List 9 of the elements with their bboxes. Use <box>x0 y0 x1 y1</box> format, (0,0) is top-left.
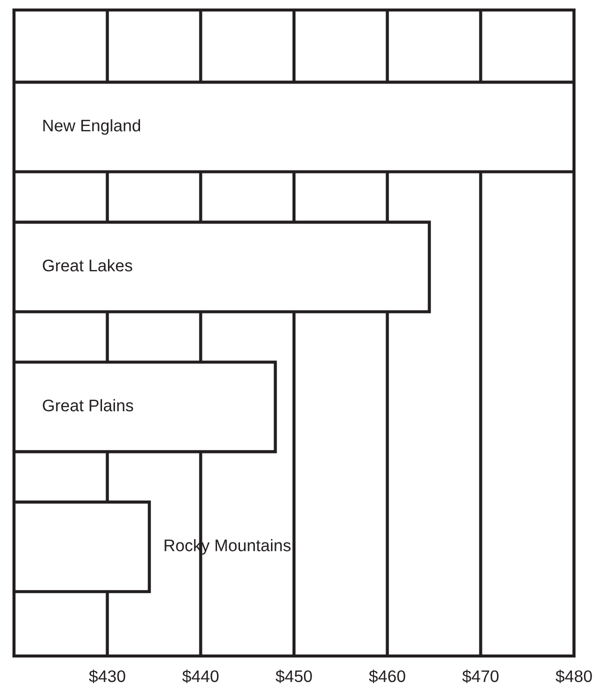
y-tick-label: Great Lakes <box>42 259 132 272</box>
y-tick-label: New England <box>43 119 140 135</box>
x-tick-label: $460 <box>368 670 406 684</box>
x-tick-label: $480 <box>556 670 592 684</box>
y-tick-label: Great Plains <box>42 399 134 412</box>
x-tick-label: $440 <box>182 670 219 684</box>
x-tick-label: $470 <box>462 670 499 684</box>
x-tick-label: $450 <box>276 670 312 684</box>
x-tick-label: $430 <box>88 670 126 684</box>
